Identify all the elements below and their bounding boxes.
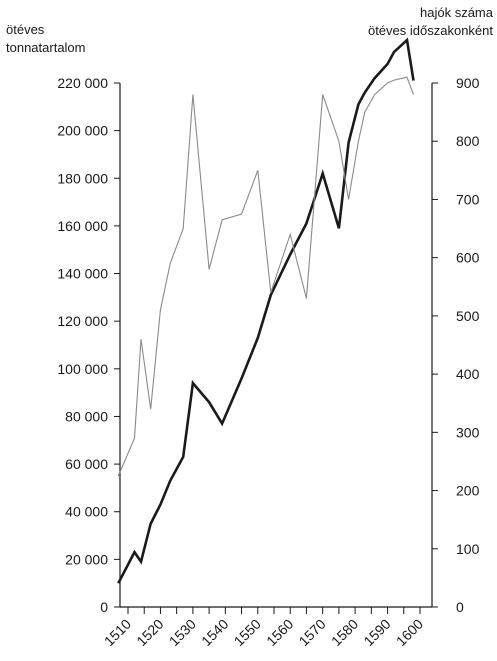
left-tick-label: 80 000: [65, 408, 108, 424]
left-tick-label: 0: [100, 599, 108, 615]
left-axis: 0 20 000 40 000 60 000 80 000 100 000 120 000 1…: [57, 75, 120, 615]
x-tick-label: 1560: [263, 616, 296, 649]
right-tick-label: 0: [456, 599, 464, 615]
tonnage-series-line: [117, 37, 415, 584]
right-tick-label: 900: [456, 75, 480, 91]
left-tick-label: 220 000: [57, 75, 108, 91]
left-tick-label: 100 000: [57, 361, 108, 377]
right-tick-label: 700: [456, 191, 480, 207]
left-tick-label: 180 000: [57, 170, 108, 186]
axes: [119, 83, 433, 608]
right-tick-label: 300: [456, 424, 480, 440]
x-tick-label: 1600: [393, 616, 426, 649]
series-group: [117, 37, 415, 584]
left-axis-title-line-2: tonnatartalom: [6, 40, 86, 55]
right-axis-title-line-1: hajók száma: [420, 5, 494, 20]
left-tick-label: 120 000: [57, 313, 108, 329]
left-tick-label: 160 000: [57, 218, 108, 234]
left-tick-label: 40 000: [65, 504, 108, 520]
right-tick-label: 600: [456, 250, 480, 266]
right-tick-label: 500: [456, 308, 480, 324]
x-tick-label: 1590: [360, 616, 393, 649]
x-tick-label: 1570: [295, 616, 328, 649]
x-tick-label: 1520: [133, 616, 166, 649]
right-tick-label: 100: [456, 541, 480, 557]
x-tick-label: 1550: [231, 616, 264, 649]
right-tick-label: 200: [456, 483, 480, 499]
right-tick-label: 800: [456, 133, 480, 149]
right-axis-title-line-2: ötéves időszakonként: [368, 23, 493, 38]
left-tick-label: 140 000: [57, 266, 108, 282]
left-tick-label: 200 000: [57, 123, 108, 139]
x-axis: 1510 1520 1530 1540 1550 1560 1570 1580 1590 1600: [101, 607, 426, 649]
x-tick-label: 1580: [328, 616, 361, 649]
right-tick-label: 400: [456, 366, 480, 382]
x-tick-label: 1530: [166, 616, 199, 649]
ship-count-series-line: [117, 76, 415, 477]
left-axis-title-line-1: ötéves: [6, 22, 45, 37]
x-tick-label: 1510: [101, 616, 134, 649]
x-tick-label: 1540: [198, 616, 231, 649]
left-tick-label: 60 000: [65, 456, 108, 472]
right-axis: 0 100 200 300 400 500 600 700 800 900: [432, 75, 480, 615]
left-tick-label: 20 000: [65, 551, 108, 567]
